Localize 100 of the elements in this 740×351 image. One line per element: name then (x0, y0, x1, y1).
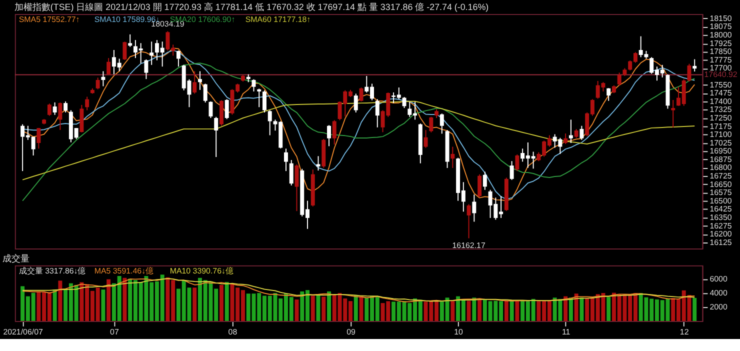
candlestick (440, 113, 444, 134)
candlestick (568, 119, 573, 144)
candlestick (252, 78, 256, 92)
candlestick (192, 70, 197, 94)
candlestick (122, 41, 127, 60)
y-tick-label: 16800 (710, 163, 732, 172)
y-tick-label: 17850 (710, 47, 732, 56)
bar (58, 280, 62, 321)
candlestick (208, 100, 213, 118)
candlestick (106, 58, 111, 76)
candlestick (482, 171, 487, 190)
candlestick (316, 156, 320, 172)
y-tick-label: 16650 (710, 180, 732, 189)
x-tick-label: 08 (228, 327, 238, 336)
y-tick-label: 17325 (710, 105, 732, 114)
bar (478, 298, 482, 321)
candlestick (327, 124, 331, 147)
series-label: 成交量 3317.86↓億 (18, 266, 86, 276)
candlestick (617, 72, 622, 86)
bar (472, 298, 476, 321)
bar (219, 284, 224, 321)
series-label: MA5 3591.46↓億 (94, 266, 154, 276)
y-tick-label: 4000 (710, 288, 728, 298)
y-tick-label: 16875 (710, 154, 732, 164)
candlestick (671, 99, 676, 128)
y-tick-label: 18075 (710, 22, 732, 32)
candlestick (466, 204, 471, 239)
bar (310, 296, 315, 321)
bar (106, 279, 111, 321)
bar (580, 298, 584, 321)
text: SMA5 17552.77↑ (18, 14, 80, 24)
candlestick (332, 120, 336, 146)
y-tick-label: 16425 (710, 204, 732, 214)
bar (224, 282, 229, 321)
bar (510, 300, 514, 321)
bar (354, 295, 358, 321)
x-tick-label: 10 (454, 327, 464, 336)
candlestick (450, 146, 455, 168)
y-tick-label: 17550 (710, 80, 732, 90)
candlestick (284, 148, 288, 172)
candlestick (64, 100, 68, 113)
candlestick (564, 132, 568, 144)
bar (564, 296, 568, 321)
candlestick (510, 160, 514, 180)
text: SMA60 17177.18↑ (245, 14, 311, 24)
y-tick-label: 17100 (710, 130, 732, 140)
candlestick (692, 58, 697, 72)
y-tick-label: 16200 (710, 230, 732, 239)
candlestick (429, 116, 434, 133)
bar (122, 278, 127, 321)
x-tick-label: 09 (346, 327, 356, 336)
bar (322, 296, 326, 321)
y-tick-label: 17775 (710, 55, 732, 64)
bar (568, 298, 573, 321)
y-tick-label: 16275 (710, 221, 732, 230)
candlestick (47, 103, 52, 116)
candlestick (85, 96, 90, 111)
bar (52, 290, 57, 321)
y-tick-label: 18150 (710, 14, 732, 23)
candlestick (257, 88, 262, 108)
y-tick-label: 16575 (710, 188, 732, 198)
candlestick (687, 63, 692, 82)
chart-title: 成交量 (2, 253, 30, 264)
bar (606, 297, 611, 321)
candlestick (359, 87, 364, 102)
y-tick-label: 17175 (710, 122, 732, 131)
y-tick-label: 17475 (710, 88, 732, 98)
y-tick-label: 6000 (710, 274, 728, 284)
candlestick (375, 98, 380, 128)
candlestick (96, 77, 100, 90)
candlestick (52, 102, 57, 116)
bar (504, 300, 508, 321)
candlestick (515, 154, 520, 172)
bar (101, 290, 106, 321)
candlestick (289, 160, 294, 186)
candlestick (219, 100, 224, 126)
x-tick-label: 2021/06/07 (3, 327, 44, 336)
candlestick (176, 50, 180, 68)
bar (450, 301, 455, 321)
candlestick (478, 174, 482, 198)
candlestick (36, 127, 41, 150)
candlestick (80, 104, 84, 133)
chart-title: 加權指數(TSE) 日線圖 2021/12/03 開 17720.93 高 17781.14 低 17670.32 收 17697.14 點 量 3317.86 億 -27.74 (-0.16%) (14, 2, 489, 12)
candlestick (262, 90, 266, 113)
bar (359, 296, 364, 321)
candlestick (144, 58, 148, 80)
y-tick-label: 17400 (710, 96, 732, 106)
bar (692, 298, 697, 321)
candlestick (203, 83, 208, 104)
y-tick-label: 17025 (710, 138, 732, 148)
bar (192, 288, 197, 321)
candlestick (424, 129, 428, 148)
candlestick (472, 194, 476, 222)
y-tick-label: 2000 (710, 302, 728, 312)
bar (327, 291, 331, 321)
candlestick (224, 98, 229, 120)
annotation: 16162.17 (452, 241, 486, 250)
x-tick-label: 11 (562, 327, 571, 336)
y-tick-label: 16950 (710, 146, 732, 156)
x-tick-label: 07 (110, 327, 120, 336)
